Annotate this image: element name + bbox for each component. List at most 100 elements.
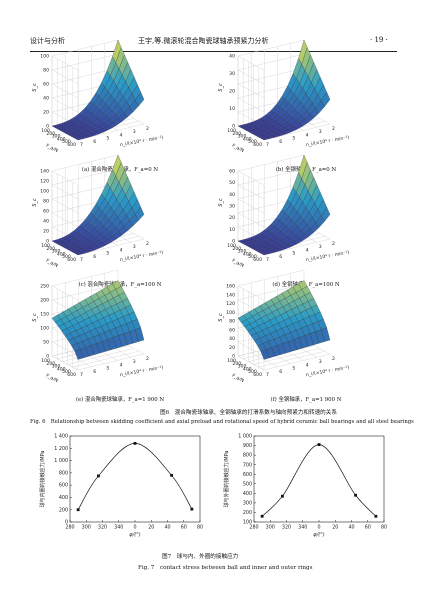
x-tick-label: 0 bbox=[317, 525, 320, 531]
fig7-caption-cn: 图7 球与内、外圈的接触应力 bbox=[162, 554, 239, 560]
z-tick-label: 40 bbox=[229, 192, 235, 198]
x-tick-label: 2 bbox=[146, 356, 149, 362]
grid-line bbox=[237, 168, 305, 186]
z-tick-label: 80 bbox=[43, 199, 49, 205]
grid-line bbox=[237, 67, 305, 85]
z-tick-label: 0 bbox=[46, 124, 49, 130]
x-tick-label: 4 bbox=[306, 132, 309, 138]
y-tick-label: 0 bbox=[65, 520, 68, 526]
x-tick-label: 3 bbox=[133, 244, 136, 250]
z-tick-label: 20 bbox=[229, 345, 235, 351]
data-point bbox=[190, 507, 194, 511]
z-tick-label: 250 bbox=[40, 284, 49, 290]
y-tick-label: 600 bbox=[67, 142, 76, 148]
y-tick-label: 100 bbox=[227, 128, 236, 134]
x-tick-label: 80 bbox=[381, 525, 387, 531]
data-point bbox=[374, 514, 378, 518]
x-tick-label: 7 bbox=[80, 142, 83, 148]
y-tick-label: 200 bbox=[46, 361, 55, 367]
z-tick-label: 60 bbox=[43, 82, 49, 88]
subfigure-caption: (c) 混合陶瓷球轴承，F_a=100 N bbox=[79, 280, 162, 288]
y-tick-label: 300 bbox=[52, 134, 61, 140]
z-tick-label: 0 bbox=[46, 354, 49, 360]
x-tick-label: 2 bbox=[146, 241, 149, 247]
y-tick-label: 500 bbox=[62, 369, 71, 375]
x-tick-label: 7 bbox=[80, 257, 83, 263]
z-tick-label: 200 bbox=[40, 298, 49, 304]
z-tick-label: 10 bbox=[229, 106, 235, 112]
x-tick-label: 60 bbox=[181, 525, 187, 531]
surface-patch bbox=[321, 91, 331, 108]
x-tick-label: 4 bbox=[120, 132, 123, 138]
y-tick-label: 800 bbox=[59, 470, 68, 476]
x-tick-label: 3 bbox=[133, 359, 136, 365]
page-number: · 19 · bbox=[370, 36, 388, 44]
y-tick-label: 100 bbox=[227, 243, 236, 249]
z-axis-label: S_c bbox=[218, 83, 224, 92]
z-tick-label: 20 bbox=[43, 110, 49, 116]
grid-line bbox=[263, 353, 331, 371]
grid-line bbox=[51, 53, 119, 71]
x-tick-label: 4 bbox=[306, 362, 309, 368]
grid-line bbox=[51, 39, 119, 57]
grid-line bbox=[237, 182, 305, 200]
y-axis-label: F_a/N bbox=[45, 143, 59, 154]
y-tick-label: 400 bbox=[243, 136, 252, 142]
x-tick-label: 3 bbox=[133, 129, 136, 135]
x-tick-label: 4 bbox=[120, 362, 123, 368]
z-tick-label: 30 bbox=[229, 204, 235, 210]
z-tick-label: 140 bbox=[40, 169, 49, 175]
z-tick-label: 50 bbox=[43, 340, 49, 346]
z-tick-label: 60 bbox=[43, 209, 49, 215]
x-axis-label: φ/(°) bbox=[313, 532, 324, 538]
y-axis-label: 球与外圈的接触应力/MPa bbox=[223, 451, 230, 508]
grid-line bbox=[237, 154, 305, 172]
y-tick-label: 100 bbox=[41, 128, 50, 134]
grid-line bbox=[237, 355, 265, 371]
y-tick-label: 100 bbox=[227, 358, 236, 364]
y-tick-label: 500 bbox=[248, 369, 257, 375]
grid-line bbox=[72, 351, 139, 368]
y-tick-label: 500 bbox=[62, 254, 71, 260]
x-axis-label: n_i/(×10⁴ r · min⁻¹) bbox=[120, 135, 164, 149]
x-tick-label: 60 bbox=[365, 525, 371, 531]
y-tick-label: 600 bbox=[243, 472, 252, 478]
grid-line bbox=[237, 53, 305, 71]
grid-line bbox=[251, 352, 278, 367]
surface-patch bbox=[321, 206, 331, 222]
grid-line bbox=[51, 154, 119, 172]
x-tick-label: 300 bbox=[266, 525, 275, 531]
z-tick-label: 0 bbox=[232, 354, 235, 360]
y-axis-label: F_a/N bbox=[231, 258, 245, 269]
grid-line bbox=[51, 269, 119, 287]
y-axis-label: F_a/N bbox=[231, 143, 245, 154]
data-point bbox=[170, 473, 173, 477]
x-axis-label: n_i/(×10⁴ r · min⁻¹) bbox=[306, 365, 350, 379]
subfigure-caption: (d) 全钢轴承，F_a=100 N bbox=[272, 280, 339, 288]
data-point bbox=[133, 441, 137, 445]
surface-patch bbox=[135, 206, 145, 221]
y-tick-label: 400 bbox=[57, 251, 66, 257]
y-tick-label: 200 bbox=[232, 131, 241, 137]
y-tick-label: 600 bbox=[253, 257, 262, 263]
y-tick-label: 600 bbox=[59, 483, 68, 489]
x-tick-label: 5 bbox=[106, 136, 109, 142]
plot-frame bbox=[69, 435, 201, 523]
y-tick-label: 500 bbox=[62, 139, 71, 145]
z-tick-label: 150 bbox=[40, 312, 49, 318]
z-tick-label: 20 bbox=[43, 229, 49, 235]
x-tick-label: 3 bbox=[319, 359, 322, 365]
z-tick-label: 40 bbox=[229, 54, 235, 60]
x-tick-label: 20 bbox=[148, 525, 154, 531]
grid-line bbox=[51, 355, 79, 371]
fig6-caption-en: Fig. 6 Relationship between skidding coe… bbox=[30, 419, 414, 425]
z-tick-label: 140 bbox=[226, 292, 235, 298]
data-point bbox=[97, 474, 100, 478]
z-tick-label: 60 bbox=[229, 327, 235, 333]
grid-line bbox=[77, 238, 145, 256]
y-tick-label: 1 000 bbox=[54, 458, 68, 464]
z-tick-label: 20 bbox=[229, 215, 235, 221]
z-axis-label: S_c bbox=[32, 198, 38, 207]
